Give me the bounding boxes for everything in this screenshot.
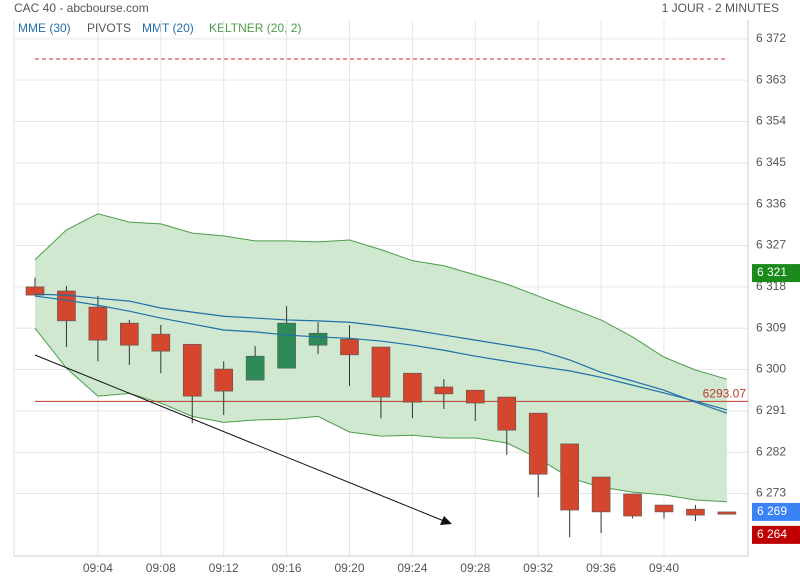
moving-average-line — [34, 295, 728, 411]
candle-body — [151, 333, 171, 352]
y-tick-label: 6 318 — [756, 279, 786, 293]
candle-body — [465, 389, 485, 404]
x-tick-label: 09:32 — [523, 561, 553, 575]
y-tick-label: 6 273 — [756, 486, 786, 500]
candle-body — [371, 346, 391, 398]
x-tick-label: 09:16 — [272, 561, 302, 575]
candle-body — [120, 322, 139, 346]
legend-entry: MME (30) — [18, 21, 71, 35]
legend: MME (30) PIVOTS MMT (20) KELTNER (20, 2) — [18, 21, 301, 35]
price-badge-label: 6 269 — [757, 504, 787, 518]
y-tick-label: 6 363 — [756, 72, 786, 86]
y-tick-label: 6 282 — [756, 444, 786, 458]
y-tick-label: 6 372 — [756, 31, 786, 45]
y-tick-label: 6 327 — [756, 238, 786, 252]
candle-body — [654, 504, 674, 513]
candle-body — [434, 386, 454, 395]
y-tick-label: 6 300 — [756, 362, 786, 376]
legend-entry: MMT (20) — [142, 21, 194, 35]
x-tick-label: 09:24 — [397, 561, 427, 575]
keltner-line — [34, 213, 728, 380]
price-badge — [752, 264, 800, 283]
candle-body — [560, 443, 579, 511]
candle-body — [182, 343, 202, 397]
price-badge — [752, 525, 800, 544]
price-badge-label: 6 321 — [757, 265, 787, 279]
candle-body — [277, 322, 296, 369]
y-tick-label: 6 345 — [756, 155, 786, 169]
trend-arrow — [34, 354, 445, 522]
candle-body — [340, 338, 359, 356]
y-tick-label: 6 336 — [756, 196, 786, 210]
trend-arrow-head — [440, 516, 452, 525]
plot-area: 6 273 6 282 6 291 6 300 6 309 6 318 6 327 6 336… — [13, 20, 800, 575]
candle-body — [245, 355, 265, 381]
candle-body — [686, 508, 705, 516]
chart-title: CAC 40 - abcbourse.com — [14, 1, 149, 15]
chart-subtitle: 1 JOUR - 2 MINUTES — [662, 1, 779, 15]
y-tick-label: 6 354 — [756, 114, 786, 128]
x-tick-label: 09:36 — [586, 561, 616, 575]
candle-body — [57, 290, 76, 322]
candle-body — [403, 372, 422, 403]
x-tick-label: 09:28 — [460, 561, 490, 575]
price-badge-label: 6 264 — [757, 527, 787, 541]
candle-body — [88, 306, 108, 341]
keltner-line — [34, 327, 727, 503]
level-label: 6293.07 — [703, 387, 747, 401]
candle-body — [717, 511, 737, 515]
y-tick-label: 6 291 — [756, 403, 786, 417]
candle-body — [25, 286, 45, 296]
x-tick-label: 09:20 — [334, 561, 364, 575]
candle-body — [214, 368, 233, 392]
legend-entry: KELTNER (20, 2) — [209, 21, 301, 35]
candle-body — [497, 396, 517, 431]
moving-average-line — [34, 293, 728, 414]
candle-body — [308, 332, 328, 346]
candle-body — [528, 412, 548, 475]
x-tick-label: 09:04 — [83, 561, 113, 575]
y-tick-label: 6 309 — [756, 320, 786, 334]
x-tick-label: 09:08 — [146, 561, 176, 575]
price-badge — [752, 502, 800, 521]
x-tick-label: 09:40 — [649, 561, 679, 575]
x-tick-label: 09:12 — [209, 561, 239, 575]
legend-entry: PIVOTS — [87, 21, 131, 35]
candle-body — [591, 476, 611, 513]
candle-body — [623, 493, 642, 517]
